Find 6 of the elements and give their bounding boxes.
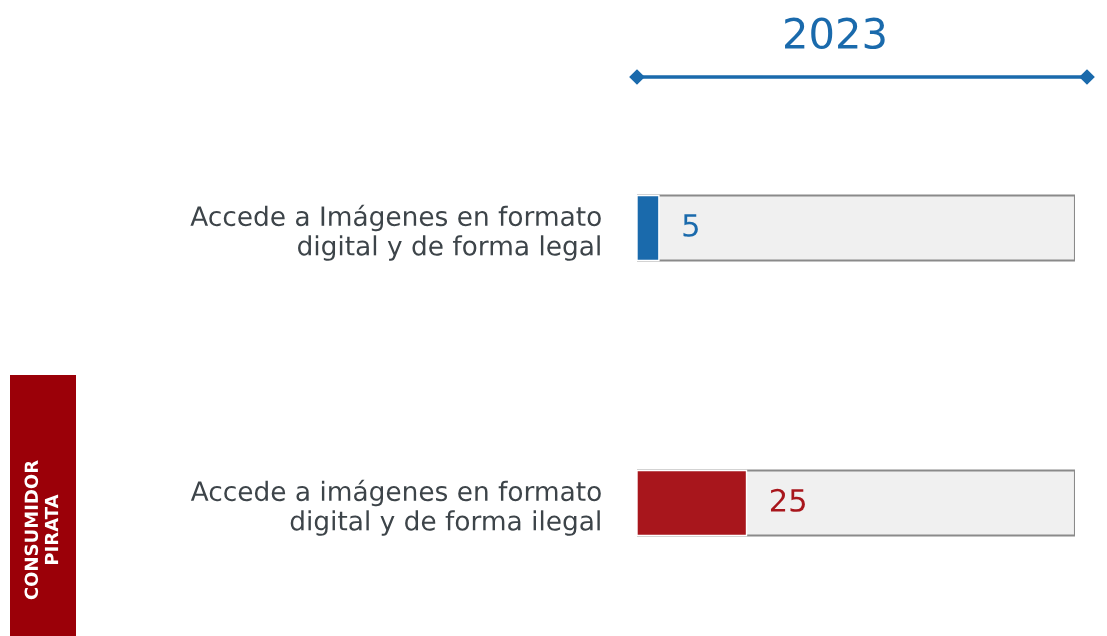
data-label: 25 [770, 488, 805, 512]
y-tick-label: Accede a Imágenes en formato digital y de forma legal [190, 204, 601, 261]
data-label: 5 [683, 214, 698, 237]
text: CONSUMIDOR PIRATA [24, 460, 59, 600]
y-tick-label: Accede a imágenes en formato digital y de forma ilegal [190, 479, 601, 536]
chart-title: 2023 [785, 17, 885, 50]
